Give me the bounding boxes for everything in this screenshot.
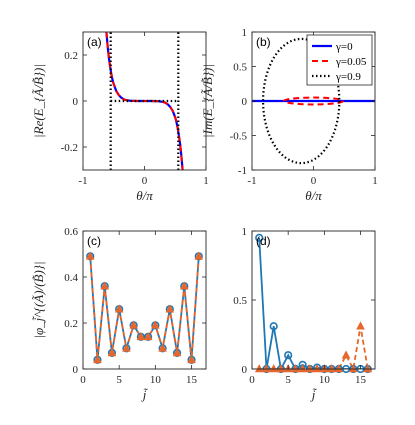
data-point xyxy=(348,364,358,373)
x-tick-label: 1 xyxy=(203,175,209,187)
panel-label: (d) xyxy=(256,234,271,248)
legend-label: γ=0 xyxy=(335,41,353,53)
x-tick-label: 15 xyxy=(186,374,198,386)
series-2-loop xyxy=(282,96,345,106)
data-point xyxy=(298,364,307,373)
y-tick-label: 0.5 xyxy=(233,295,247,307)
data-point xyxy=(291,364,300,373)
x-tick-label: 10 xyxy=(150,374,162,386)
y-tick-label: 0.6 xyxy=(64,226,78,238)
legend-label: γ=0.9 xyxy=(335,71,361,83)
plot-area xyxy=(105,32,184,170)
series-3-loop xyxy=(261,37,341,165)
data-point xyxy=(93,354,102,364)
data-point xyxy=(356,321,365,330)
y-tick-label: 0.4 xyxy=(64,272,78,284)
data-point xyxy=(100,281,110,290)
plot-area xyxy=(252,37,375,165)
panel-2: -1 0 1 -1 -0.5 0 0.5 1 (b) θ/π |Im(E_{Ã/B̃})| γ=0 γ=… xyxy=(200,27,378,203)
panel-label: (c) xyxy=(87,234,101,248)
data-point xyxy=(327,364,336,373)
series-2-line xyxy=(105,32,184,170)
data-point xyxy=(151,320,160,329)
y-tick-label: -1 xyxy=(238,165,247,177)
axes-frame xyxy=(82,230,207,370)
x-tick-label: -1 xyxy=(78,175,87,187)
y-tick-label: -0.2 xyxy=(61,142,78,154)
data-point xyxy=(276,364,286,373)
panel-1: -1 0 1 -0.2 0 0.2 (a) θ/π |Re(E_{Ã/B̃})| xyxy=(31,31,209,203)
panel-3: 0 5 10 15 0 0.2 0.4 0.6 (c) j̃ |φ_j̃^{(Ã)/(B̃)}| xyxy=(31,226,207,402)
data-point xyxy=(269,322,278,331)
data-point xyxy=(107,348,117,357)
series-1-line xyxy=(258,237,368,369)
y-tick-label: 0.2 xyxy=(64,318,78,330)
x-tick-label: 5 xyxy=(285,374,291,386)
y-tick-label: 0 xyxy=(242,364,248,376)
x-tick-label: 0 xyxy=(311,175,317,187)
data-point xyxy=(172,348,182,357)
data-point xyxy=(114,304,124,313)
data-point xyxy=(122,343,131,352)
y-tick-label: 0 xyxy=(73,96,79,108)
x-tick-label: 0 xyxy=(80,374,86,386)
data-point xyxy=(262,364,271,373)
y-tick-label: -0.5 xyxy=(230,131,248,143)
x-tick-label: 15 xyxy=(355,374,367,386)
data-point xyxy=(179,281,189,290)
data-point xyxy=(341,350,351,359)
plot-area xyxy=(89,256,200,360)
x-tick-label: 0 xyxy=(249,374,255,386)
data-point xyxy=(129,320,138,329)
plot-area xyxy=(258,237,369,369)
data-point xyxy=(136,331,146,341)
panel-label: (b) xyxy=(256,35,271,49)
y-tick-label: 1 xyxy=(242,27,248,39)
y-tick-label: 0.5 xyxy=(233,62,247,74)
x-tick-label: 1 xyxy=(372,175,378,187)
y-axis-label: |φ_j̃^{(Ã)/(B̃)}| xyxy=(31,261,46,338)
x-axis-label: j̃ xyxy=(141,387,149,402)
y-tick-label: 1 xyxy=(242,226,248,238)
panel-4: 0 5 10 15 0 0.5 1 (d) j̃ xyxy=(233,226,376,402)
data-point xyxy=(255,233,264,242)
data-point xyxy=(284,351,293,360)
y-axis-label: |Im(E_{Ã/B̃})| xyxy=(200,64,215,138)
x-axis-label: θ/π xyxy=(305,188,322,203)
x-tick-label: 0 xyxy=(142,175,148,187)
x-axis-label: θ/π xyxy=(136,188,153,203)
data-point xyxy=(165,304,175,313)
x-tick-label: 10 xyxy=(319,374,331,386)
data-point xyxy=(363,364,373,373)
y-tick-label: 0 xyxy=(242,96,248,108)
data-point xyxy=(312,364,322,373)
y-tick-label: 0.2 xyxy=(64,50,78,62)
data-point xyxy=(158,343,167,352)
y-axis-label: |Re(E_{Ã/B̃})| xyxy=(31,64,46,138)
data-point xyxy=(143,331,153,341)
data-point xyxy=(194,251,204,260)
x-tick-label: -1 xyxy=(247,175,256,187)
data-point xyxy=(305,364,315,373)
y-tick-label: 0 xyxy=(73,364,79,376)
x-axis-label: j̃ xyxy=(310,387,318,402)
legend-label: γ=0.05 xyxy=(335,56,367,68)
x-tick-label: 5 xyxy=(116,374,122,386)
data-point xyxy=(334,364,344,373)
data-point xyxy=(187,354,196,364)
data-point xyxy=(254,364,264,373)
data-point xyxy=(85,251,95,260)
data-point xyxy=(269,364,279,373)
panel-label: (a) xyxy=(87,35,102,49)
